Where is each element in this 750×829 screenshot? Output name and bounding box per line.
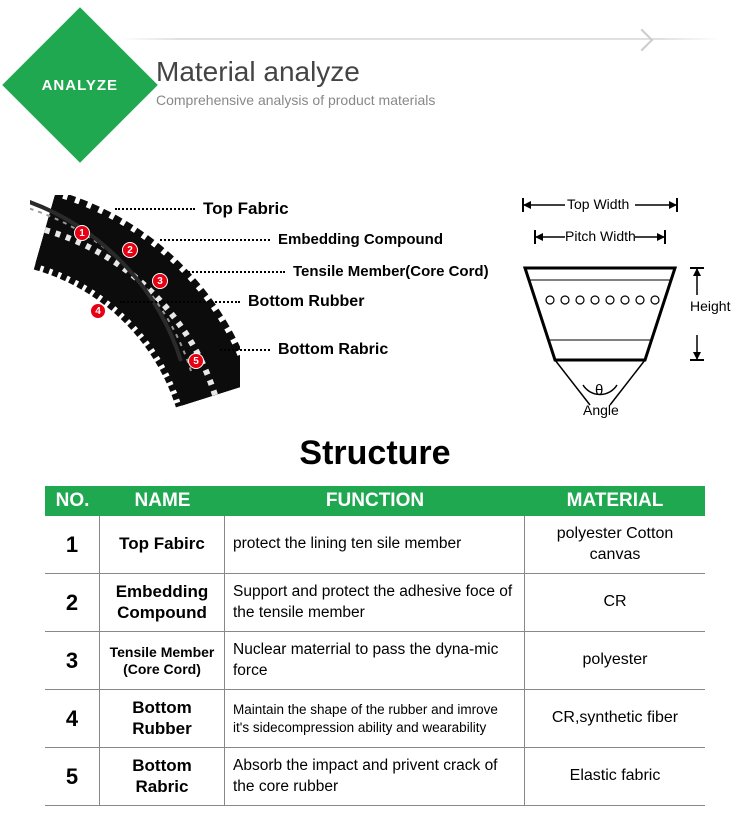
height-label: Height: [690, 298, 730, 314]
cell-material: CR: [525, 574, 705, 631]
callout-5-label: Bottom Rabric: [278, 341, 388, 359]
analyze-badge-label: ANALYZE: [42, 77, 118, 94]
col-no: NO.: [45, 490, 100, 512]
table-row: 4Bottom RubberMaintain the shape of the …: [45, 690, 705, 748]
cell-function: Maintain the shape of the rubber and imr…: [225, 690, 525, 747]
cell-name: Tensile Member (Core Cord): [100, 632, 225, 689]
cell-no: 2: [45, 574, 100, 631]
title-block: Material analyze Comprehensive analysis …: [156, 56, 435, 108]
callout-3-label: Tensile Member(Core Cord): [293, 263, 489, 280]
cell-no: 5: [45, 748, 100, 805]
col-name: NAME: [100, 490, 225, 512]
cell-material: CR,synthetic fiber: [525, 690, 705, 747]
angle-symbol: θ: [595, 382, 603, 399]
cell-material: polyester Cotton canvas: [525, 516, 705, 573]
table-row: 3Tensile Member (Core Cord)Nuclear mater…: [45, 632, 705, 690]
callout-1: Top Fabric: [115, 199, 289, 219]
page-subtitle: Comprehensive analysis of product materi…: [156, 92, 435, 108]
cell-material: polyester: [525, 632, 705, 689]
callout-5: Bottom Rabric: [220, 341, 388, 359]
cell-no: 1: [45, 516, 100, 573]
cell-no: 4: [45, 690, 100, 747]
table-row: 1Top Fabircprotect the lining ten sile m…: [45, 516, 705, 574]
col-material: MATERIAL: [525, 490, 705, 512]
pitch-width-label: Pitch Width: [565, 228, 636, 244]
page-title: Material analyze: [156, 56, 435, 88]
cell-function: Absorb the impact and privent crack of t…: [225, 748, 525, 805]
cell-function: Support and protect the adhesive foce of…: [225, 574, 525, 631]
cross-section: Top Width Pitch Width Height θ Angle: [495, 190, 725, 420]
callout-1-label: Top Fabric: [203, 199, 289, 219]
callout-2: Embedding Compound: [160, 231, 443, 248]
badge-3: 3: [152, 273, 168, 289]
badge-5: 5: [188, 353, 204, 369]
diagram-area: 1 2 3 4 5 Top Fabric Embedding Compound …: [25, 185, 725, 430]
callout-3: Tensile Member(Core Cord): [185, 263, 489, 280]
cell-material: Elastic fabric: [525, 748, 705, 805]
header-divider: [120, 38, 720, 40]
top-width-label: Top Width: [567, 196, 629, 212]
analyze-badge: ANALYZE: [2, 7, 158, 163]
cell-no: 3: [45, 632, 100, 689]
table-row: 5Bottom RabricAbsorb the impact and priv…: [45, 748, 705, 806]
table-header: NO. NAME FUNCTION MATERIAL: [45, 486, 705, 516]
callout-2-label: Embedding Compound: [278, 231, 443, 248]
table-row: 2Embedding CompoundSupport and protect t…: [45, 574, 705, 632]
angle-label: Angle: [583, 402, 619, 418]
callout-4-label: Bottom Rubber: [248, 293, 364, 311]
col-function: FUNCTION: [225, 490, 525, 512]
cell-name: Embedding Compound: [100, 574, 225, 631]
cell-name: Bottom Rubber: [100, 690, 225, 747]
badge-1: 1: [74, 225, 90, 241]
badge-4: 4: [90, 303, 106, 319]
cell-function: protect the lining ten sile member: [225, 516, 525, 573]
cell-function: Nuclear materrial to pass the dyna-mic f…: [225, 632, 525, 689]
cell-name: Top Fabirc: [100, 516, 225, 573]
badge-2: 2: [122, 242, 138, 258]
structure-table: NO. NAME FUNCTION MATERIAL 1Top Fabircpr…: [45, 486, 705, 806]
structure-heading: Structure: [0, 434, 750, 473]
cell-name: Bottom Rabric: [100, 748, 225, 805]
callout-4: Bottom Rubber: [120, 293, 364, 311]
